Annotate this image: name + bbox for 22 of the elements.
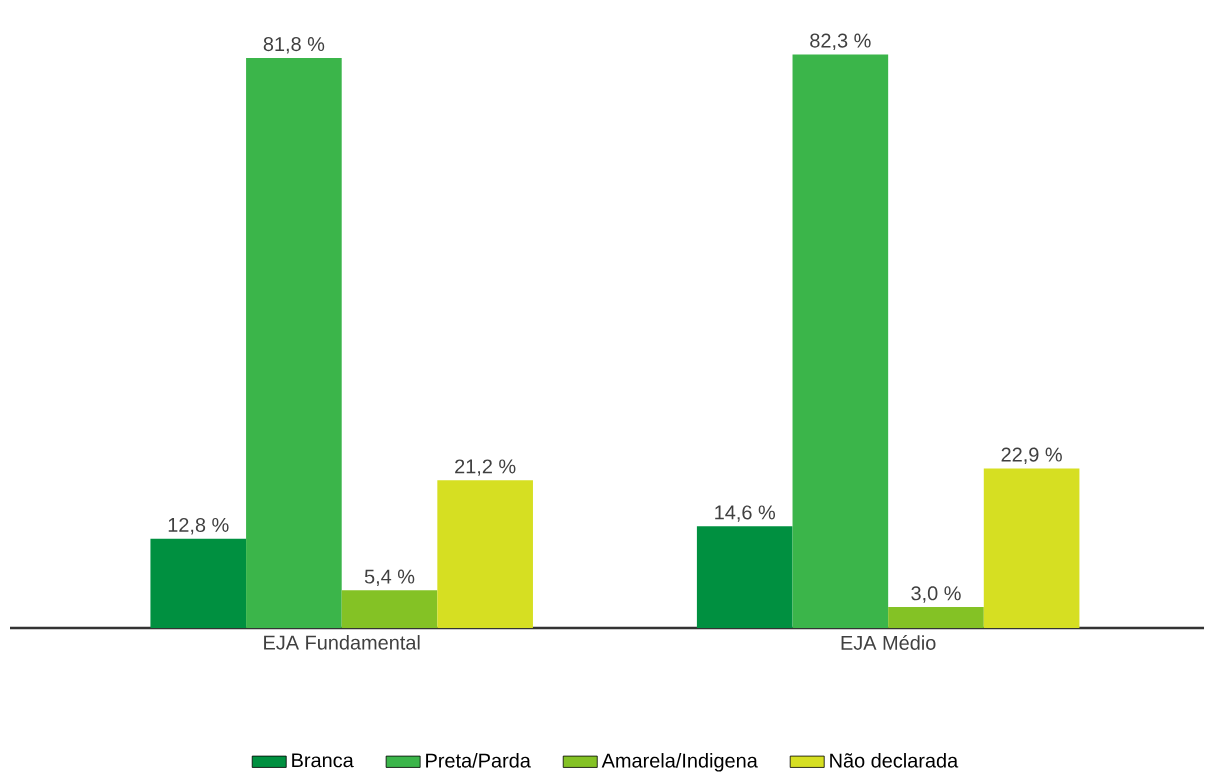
- x-tick-label: EJA Fundamental: [264, 635, 420, 650]
- data-label: 22,9 %: [1001, 447, 1062, 465]
- data-label: 21,2 %: [455, 459, 516, 476]
- data-label: 82,3 %: [810, 33, 871, 51]
- legend-label: Não declarada: [830, 753, 959, 768]
- bar: [246, 57, 342, 628]
- bar: [341, 590, 438, 628]
- data-label: 3,0 %: [911, 586, 961, 603]
- bar: [696, 526, 793, 628]
- bar: [983, 468, 1080, 628]
- data-label: 12,8 %: [168, 517, 229, 535]
- x-tick-label: EJA Médio: [841, 635, 936, 650]
- bar: [888, 607, 984, 628]
- data-label: 81,8 %: [263, 37, 325, 54]
- bar: [150, 538, 247, 628]
- bar: [792, 54, 889, 628]
- data-label: 5,4 %: [364, 569, 415, 586]
- legend-label: Branca: [292, 753, 354, 768]
- legend-label: Preta/Parda: [426, 753, 531, 768]
- legend-label: Amarela/Indigena: [601, 753, 758, 772]
- data-label: 14,6 %: [715, 505, 776, 522]
- bar: [437, 480, 533, 628]
